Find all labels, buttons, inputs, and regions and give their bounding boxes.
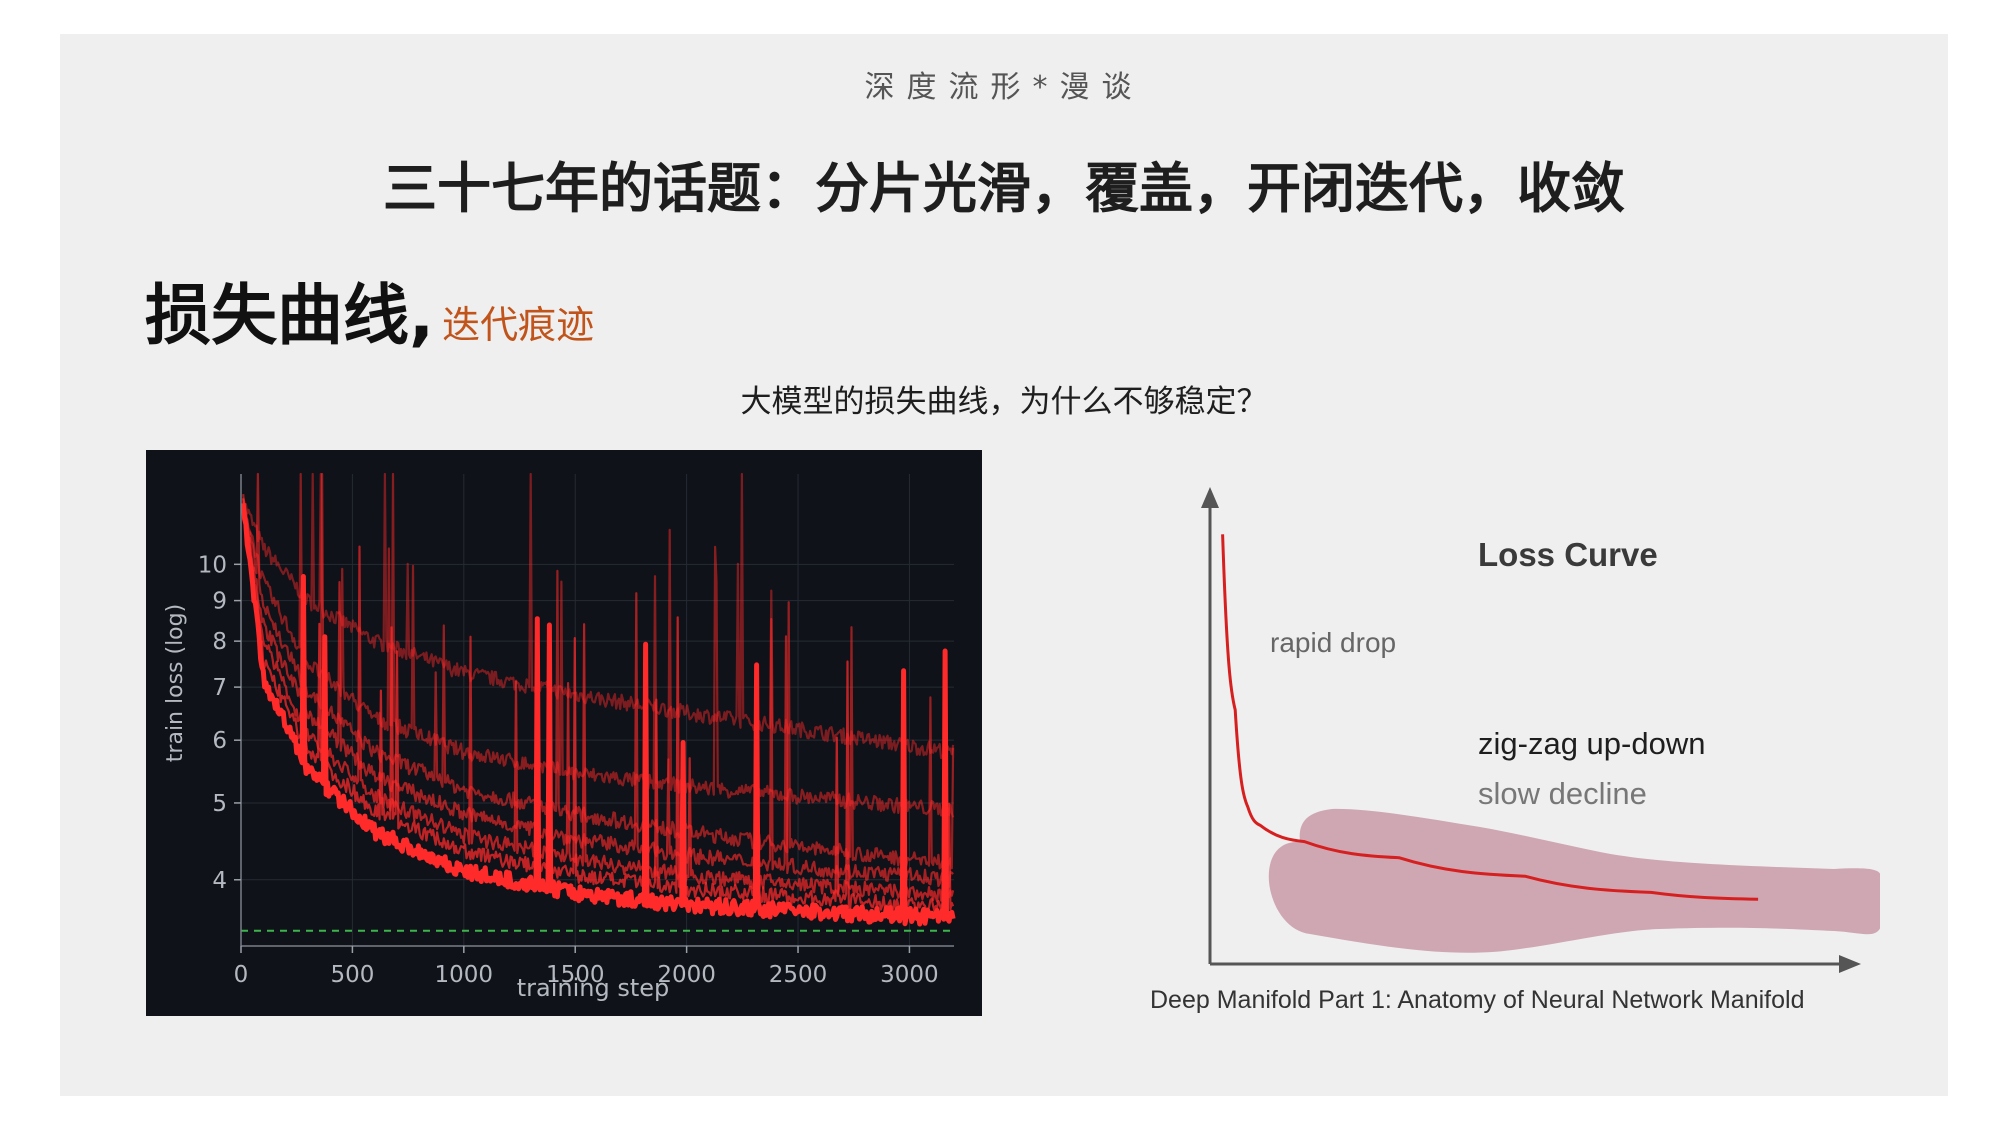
x-tick-label: 2000 [657,962,716,988]
x-tick-label: 3000 [880,962,939,988]
chart-title: Loss Curve [1478,536,1658,573]
loss-curve-diagram: Loss Curve rapid drop zig-zag up-down sl… [1201,487,1880,973]
x-tick-label: 500 [330,962,374,988]
x-tick-label: 0 [234,962,249,988]
chart-series [240,472,956,927]
section-title: 损失曲线, [145,277,435,354]
annotation-slow-decline: slow decline [1478,776,1647,811]
slide-header: 深度流形*漫谈 [864,70,1144,105]
x-axis-label: training step [517,974,670,1002]
chart-axes [240,474,954,947]
y-axis-arrow [1201,487,1219,508]
annotation-zigzag: zig-zag up-down [1478,726,1705,761]
section-heading: 损失曲线, 迭代痕迹 [145,262,594,358]
y-tick-label: 5 [212,791,227,817]
loss-series-line [242,498,955,914]
x-tick-label: 1500 [546,962,605,988]
annotation-rapid-drop: rapid drop [1270,627,1396,658]
y-tick-label: 4 [212,868,227,894]
loss-series-line [242,472,955,818]
section-subtitle: 迭代痕迹 [442,303,595,347]
slide-title: 三十七年的话题：分片光滑，覆盖，开闭迭代，收敛 [383,157,1625,220]
loss-series-line [240,503,956,927]
y-tick-label: 8 [212,629,227,655]
question-text: 大模型的损失曲线，为什么不够稳定？ [740,384,1268,420]
y-tick-label: 6 [212,728,227,754]
x-axis-arrow [1839,955,1861,973]
zigzag-band [1268,808,1880,953]
y-axis-label: train loss (log) [163,604,188,762]
figure-caption: Deep Manifold Part 1: Anatomy of Neural … [1150,986,1805,1014]
y-tick-label: 9 [212,589,227,615]
loss-series-line [242,472,955,760]
y-tick-label: 7 [212,675,227,701]
loss-curve-line [1221,534,1759,901]
y-tick-label: 10 [198,552,227,578]
x-tick-label: 2500 [769,962,828,988]
loss-curves-chart: 0 500 1000 1500 2000 2500 3000 4 5 6 7 8 9 10 trainin… [146,450,982,1016]
slide: 深度流形*漫谈 三十七年的话题：分片光滑，覆盖，开闭迭代，收敛 损失曲线, 迭代痕… [60,34,1948,1096]
chart-ticks: 0 500 1000 1500 2000 2500 3000 4 5 6 7 8 9 10 [198,552,939,988]
x-tick-label: 1000 [435,962,494,988]
